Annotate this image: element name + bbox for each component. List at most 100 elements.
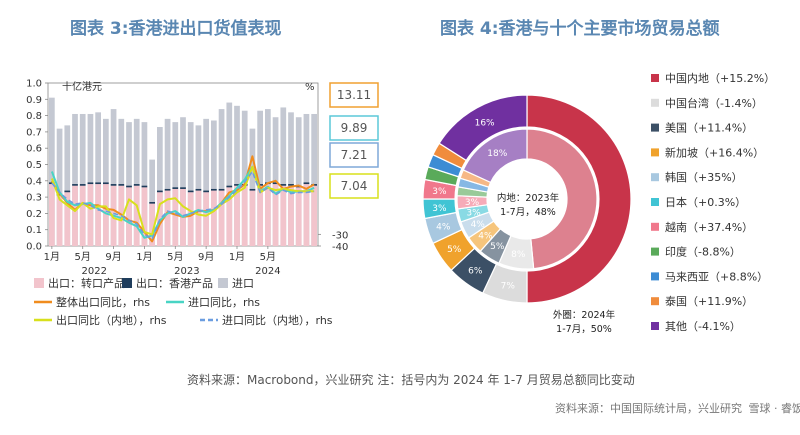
- bar-import: [72, 113, 78, 246]
- source-note: 资料来源：Macrobond，兴业研究 注：括号内为 2024 年 1-7 月贸…: [187, 373, 635, 387]
- value-box-label: 7.04: [341, 179, 368, 193]
- slice-label: 5%: [490, 242, 505, 252]
- bar-import: [95, 112, 101, 246]
- x-tick-label: 1月: [44, 251, 60, 263]
- bar-domestic-export: [95, 182, 101, 185]
- bar-import: [164, 118, 171, 246]
- bar-domestic-export: [141, 185, 148, 188]
- y-tick-label: 0.9: [26, 95, 42, 106]
- bar-domestic-export: [203, 190, 209, 193]
- y-tick-label: 0.8: [26, 111, 42, 122]
- bar-reexport: [249, 190, 256, 246]
- bar-import: [110, 109, 117, 246]
- bar-import: [234, 105, 240, 246]
- bar-reexport: [280, 185, 287, 246]
- bar-reexport: [172, 188, 179, 246]
- bar-domestic-export: [218, 188, 225, 191]
- slice-label: 8%: [511, 250, 526, 260]
- bar-domestic-export: [280, 184, 287, 186]
- value-box: [329, 142, 379, 168]
- pie-legend-swatch: [651, 98, 659, 107]
- x-year-label: 2024: [255, 266, 280, 277]
- pie-legend-swatch: [651, 173, 659, 182]
- pie-legend-swatch: [651, 272, 659, 281]
- slice-label: 3%: [432, 187, 447, 197]
- bar-reexport: [203, 192, 209, 246]
- pie-legend-swatch: [651, 247, 659, 256]
- bar-domestic-export: [110, 184, 117, 186]
- pie-legend-swatch: [651, 148, 659, 157]
- pie-legend-swatch: [651, 222, 659, 231]
- bar-domestic-export: [87, 182, 94, 185]
- legend-label: 出口同比（内地），rhs: [56, 313, 167, 327]
- bar-reexport: [257, 185, 263, 246]
- bar-import: [257, 110, 263, 247]
- slice-label: 6%: [468, 267, 483, 277]
- bar-domestic-export: [64, 190, 71, 193]
- bar-import: [87, 113, 94, 246]
- bar-domestic-export: [180, 187, 186, 189]
- pie-legend-label: 印度（-8.8%）: [665, 245, 741, 259]
- bar-domestic-export: [72, 184, 78, 186]
- pie-legend-label: 泰国（+11.9%）: [665, 294, 753, 308]
- bar-reexport: [303, 184, 310, 246]
- pie-legend-label: 美国（+11.4%）: [665, 122, 753, 135]
- bar-import: [56, 128, 63, 246]
- y-tick-label: 0.2: [26, 209, 42, 220]
- bar-reexport: [103, 184, 109, 246]
- legend-label: 进口: [232, 277, 254, 290]
- bar-reexport: [288, 185, 294, 246]
- bar-import: [311, 113, 317, 246]
- bar-import: [303, 113, 310, 246]
- bar-import: [187, 122, 194, 246]
- outer-slice-10: [438, 94, 528, 162]
- bar-reexport: [56, 195, 63, 246]
- pie-legend-label: 日本（+0.3%）: [665, 195, 746, 209]
- bar-import: [211, 120, 217, 246]
- pie-legend-label: 韩国（+35%）: [665, 170, 743, 184]
- bar-reexport: [211, 190, 217, 246]
- y2-tick-label: -30: [332, 230, 348, 241]
- bar-import: [133, 118, 140, 246]
- bar-domestic-export: [187, 190, 194, 193]
- center-label-line1: 内地：2023年: [497, 192, 560, 204]
- bar-domestic-export: [234, 184, 240, 186]
- x-tick-label: 9月: [105, 251, 121, 263]
- bar-reexport: [226, 187, 233, 246]
- y-tick-label: 0.5: [26, 160, 42, 171]
- pie-legend-label: 其他（-4.1%）: [665, 320, 741, 333]
- bar-reexport: [241, 185, 248, 246]
- x-tick-label: 5月: [260, 251, 276, 263]
- bar-import: [203, 118, 209, 246]
- legend-label: 进口同比，rhs: [188, 296, 260, 309]
- bar-domestic-export: [195, 188, 202, 191]
- bar-reexport: [195, 190, 202, 246]
- bar-reexport: [187, 192, 194, 246]
- slice-label: 3%: [466, 208, 481, 218]
- bar-reexport: [234, 185, 240, 246]
- pie-legend-label: 中国台湾（-1.4%）: [665, 96, 763, 110]
- pie-legend-label: 中国内地（+15.2%）: [665, 71, 775, 85]
- bar-import: [64, 125, 71, 246]
- bar-domestic-export: [249, 188, 256, 191]
- value-box: [329, 82, 379, 108]
- y-tick-label: 1.0: [26, 79, 42, 90]
- bar-import: [79, 113, 86, 246]
- slice-label: 4%: [436, 223, 451, 233]
- x-tick-label: 5月: [167, 251, 183, 263]
- bar-reexport: [87, 184, 94, 246]
- slice-label: 5%: [447, 245, 462, 255]
- bar-domestic-export: [172, 187, 179, 189]
- legend-swatch: [218, 278, 228, 288]
- bar-reexport: [95, 184, 101, 246]
- legend-swatch: [34, 278, 44, 288]
- slice-label: 4%: [478, 232, 493, 242]
- y-tick-label: 0.1: [26, 225, 42, 236]
- legend-label: 出口：香港产品: [136, 276, 213, 290]
- bar-import: [172, 122, 179, 246]
- bar-domestic-export: [133, 184, 140, 186]
- bar-reexport: [164, 190, 171, 246]
- pie-legend-swatch: [651, 123, 659, 132]
- bar-reexport: [265, 184, 271, 246]
